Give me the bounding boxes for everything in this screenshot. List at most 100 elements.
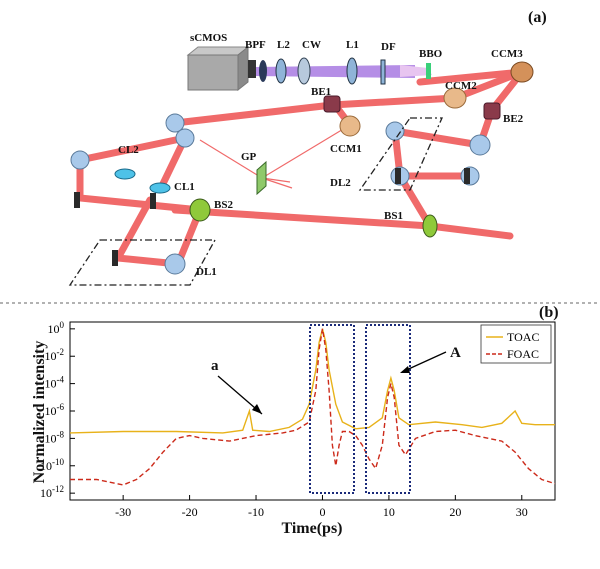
- label-bs2: BS2: [214, 199, 233, 211]
- label-bbo: BBO: [419, 48, 443, 60]
- gp-plate: [256, 160, 267, 196]
- mirror-mount: [150, 193, 156, 209]
- l2-lens: [275, 58, 287, 84]
- df-filter: [380, 59, 386, 85]
- annotation-A-arrow: [401, 351, 447, 373]
- annotation-a-arrowhead: [252, 404, 262, 414]
- bs2-splitter: [189, 198, 211, 222]
- y-tick-label: 10-10: [40, 457, 64, 473]
- x-tick-label: -10: [248, 505, 264, 519]
- setup-labels: sCMOS BPF L2 CW L1 DF BBO CCM3 CCM2 BE1 …: [118, 32, 524, 278]
- y-tick-label: 10-4: [45, 375, 65, 391]
- label-be1: BE1: [311, 86, 331, 98]
- beam-cl2-arm: [156, 134, 189, 194]
- panel-b-tag: (b): [539, 304, 559, 321]
- delay-lines: [68, 117, 444, 286]
- label-ccm1: CCM1: [330, 143, 362, 155]
- label-l2: L2: [277, 39, 290, 51]
- gp-rays: [199, 127, 346, 189]
- highlight-box-satellite: [365, 324, 411, 494]
- label-cw: CW: [302, 39, 321, 51]
- mirror: [70, 150, 90, 170]
- beam-to-be2: [416, 67, 530, 149]
- bpf-optic: [259, 60, 267, 82]
- beam-bs2-down-dl1: [112, 196, 204, 268]
- mirror-mount: [464, 168, 470, 184]
- blue-beam: [252, 65, 432, 78]
- label-be2: BE2: [503, 113, 524, 125]
- label-bs1: BS1: [384, 210, 403, 222]
- label-l1: L1: [346, 39, 359, 51]
- legend-box: [480, 324, 552, 364]
- mirror: [469, 134, 491, 156]
- y-axis-title: Normalized intensity: [31, 341, 48, 484]
- ccm1-mirror: [339, 115, 361, 137]
- scmos-camera: [186, 45, 256, 92]
- ccm2-mirror: [443, 87, 467, 109]
- legend-foac-label: FOAC: [507, 347, 539, 361]
- mirror: [164, 253, 186, 275]
- annotation-A-arrowhead: [400, 366, 410, 373]
- mirror-mount: [395, 168, 401, 184]
- cylindrical-lenses: [114, 168, 171, 194]
- legend: TOAC FOAC: [480, 324, 552, 364]
- annotation-a: a: [211, 358, 219, 374]
- label-df: DF: [381, 41, 396, 53]
- dark-mirror-mounts: [74, 168, 470, 266]
- y-tick-label: 100: [48, 320, 65, 336]
- be1-expander: [323, 95, 341, 113]
- bbo-crystal: [426, 63, 431, 79]
- series-line-toac: [69, 328, 555, 434]
- curved-mirrors: [339, 61, 534, 137]
- panel-a-tag: (a): [528, 9, 547, 26]
- cw-optic: [297, 57, 311, 85]
- y-tick-label: 10-8: [45, 429, 65, 445]
- mirror-mount: [112, 250, 118, 266]
- y-tick-label: 10-2: [45, 347, 65, 363]
- y-tick-label: 10-6: [45, 402, 65, 418]
- x-tick-label: 0: [319, 505, 325, 519]
- x-tick-label: 30: [516, 505, 528, 519]
- label-bpf: BPF: [245, 39, 266, 51]
- x-tick-label: 10: [383, 505, 395, 519]
- dl2-box: [358, 117, 444, 191]
- flat-mirrors: [70, 113, 491, 275]
- series-layer: [69, 328, 556, 486]
- mirror: [385, 121, 405, 141]
- panel-a: (a): [68, 9, 547, 286]
- label-dl1: DL1: [196, 266, 217, 278]
- dl1-box: [68, 239, 217, 286]
- annotation-A: A: [450, 345, 461, 361]
- label-cl1: CL1: [174, 181, 195, 193]
- beam-splitters: [189, 198, 438, 238]
- x-axis: -30 -20 -10 0 10 20 30: [115, 495, 528, 519]
- label-ccm2: CCM2: [445, 80, 477, 92]
- x-axis-title: Time(ps): [281, 520, 342, 537]
- label-ccm3: CCM3: [491, 48, 523, 60]
- mirror: [175, 128, 195, 148]
- label-gp: GP: [241, 151, 257, 163]
- x-tick-label: 20: [449, 505, 461, 519]
- label-cl2: CL2: [118, 144, 139, 156]
- beams: [76, 67, 530, 268]
- beam-main-input: [171, 206, 514, 240]
- bs1-splitter: [422, 214, 438, 238]
- beam-bs2-loop-left: [76, 134, 204, 214]
- x-tick-label: -20: [182, 505, 198, 519]
- highlight-box-main: [309, 324, 355, 494]
- series-line-foac: [70, 328, 556, 486]
- blue-optics: [259, 57, 431, 85]
- l1-lens: [346, 57, 358, 85]
- beam-be1-left: [171, 101, 336, 127]
- be2-expander: [483, 102, 501, 120]
- cl1-lens: [149, 182, 171, 194]
- legend-toac-label: TOAC: [507, 330, 539, 344]
- label-scmos: sCMOS: [190, 32, 227, 44]
- mirror: [165, 113, 185, 133]
- beam-expanders: [323, 95, 501, 120]
- label-dl2: DL2: [330, 177, 351, 189]
- y-axis: 100 10-2 10-4 10-6 10-8 10-10 10-12: [40, 320, 75, 500]
- x-tick-label: -30: [115, 505, 131, 519]
